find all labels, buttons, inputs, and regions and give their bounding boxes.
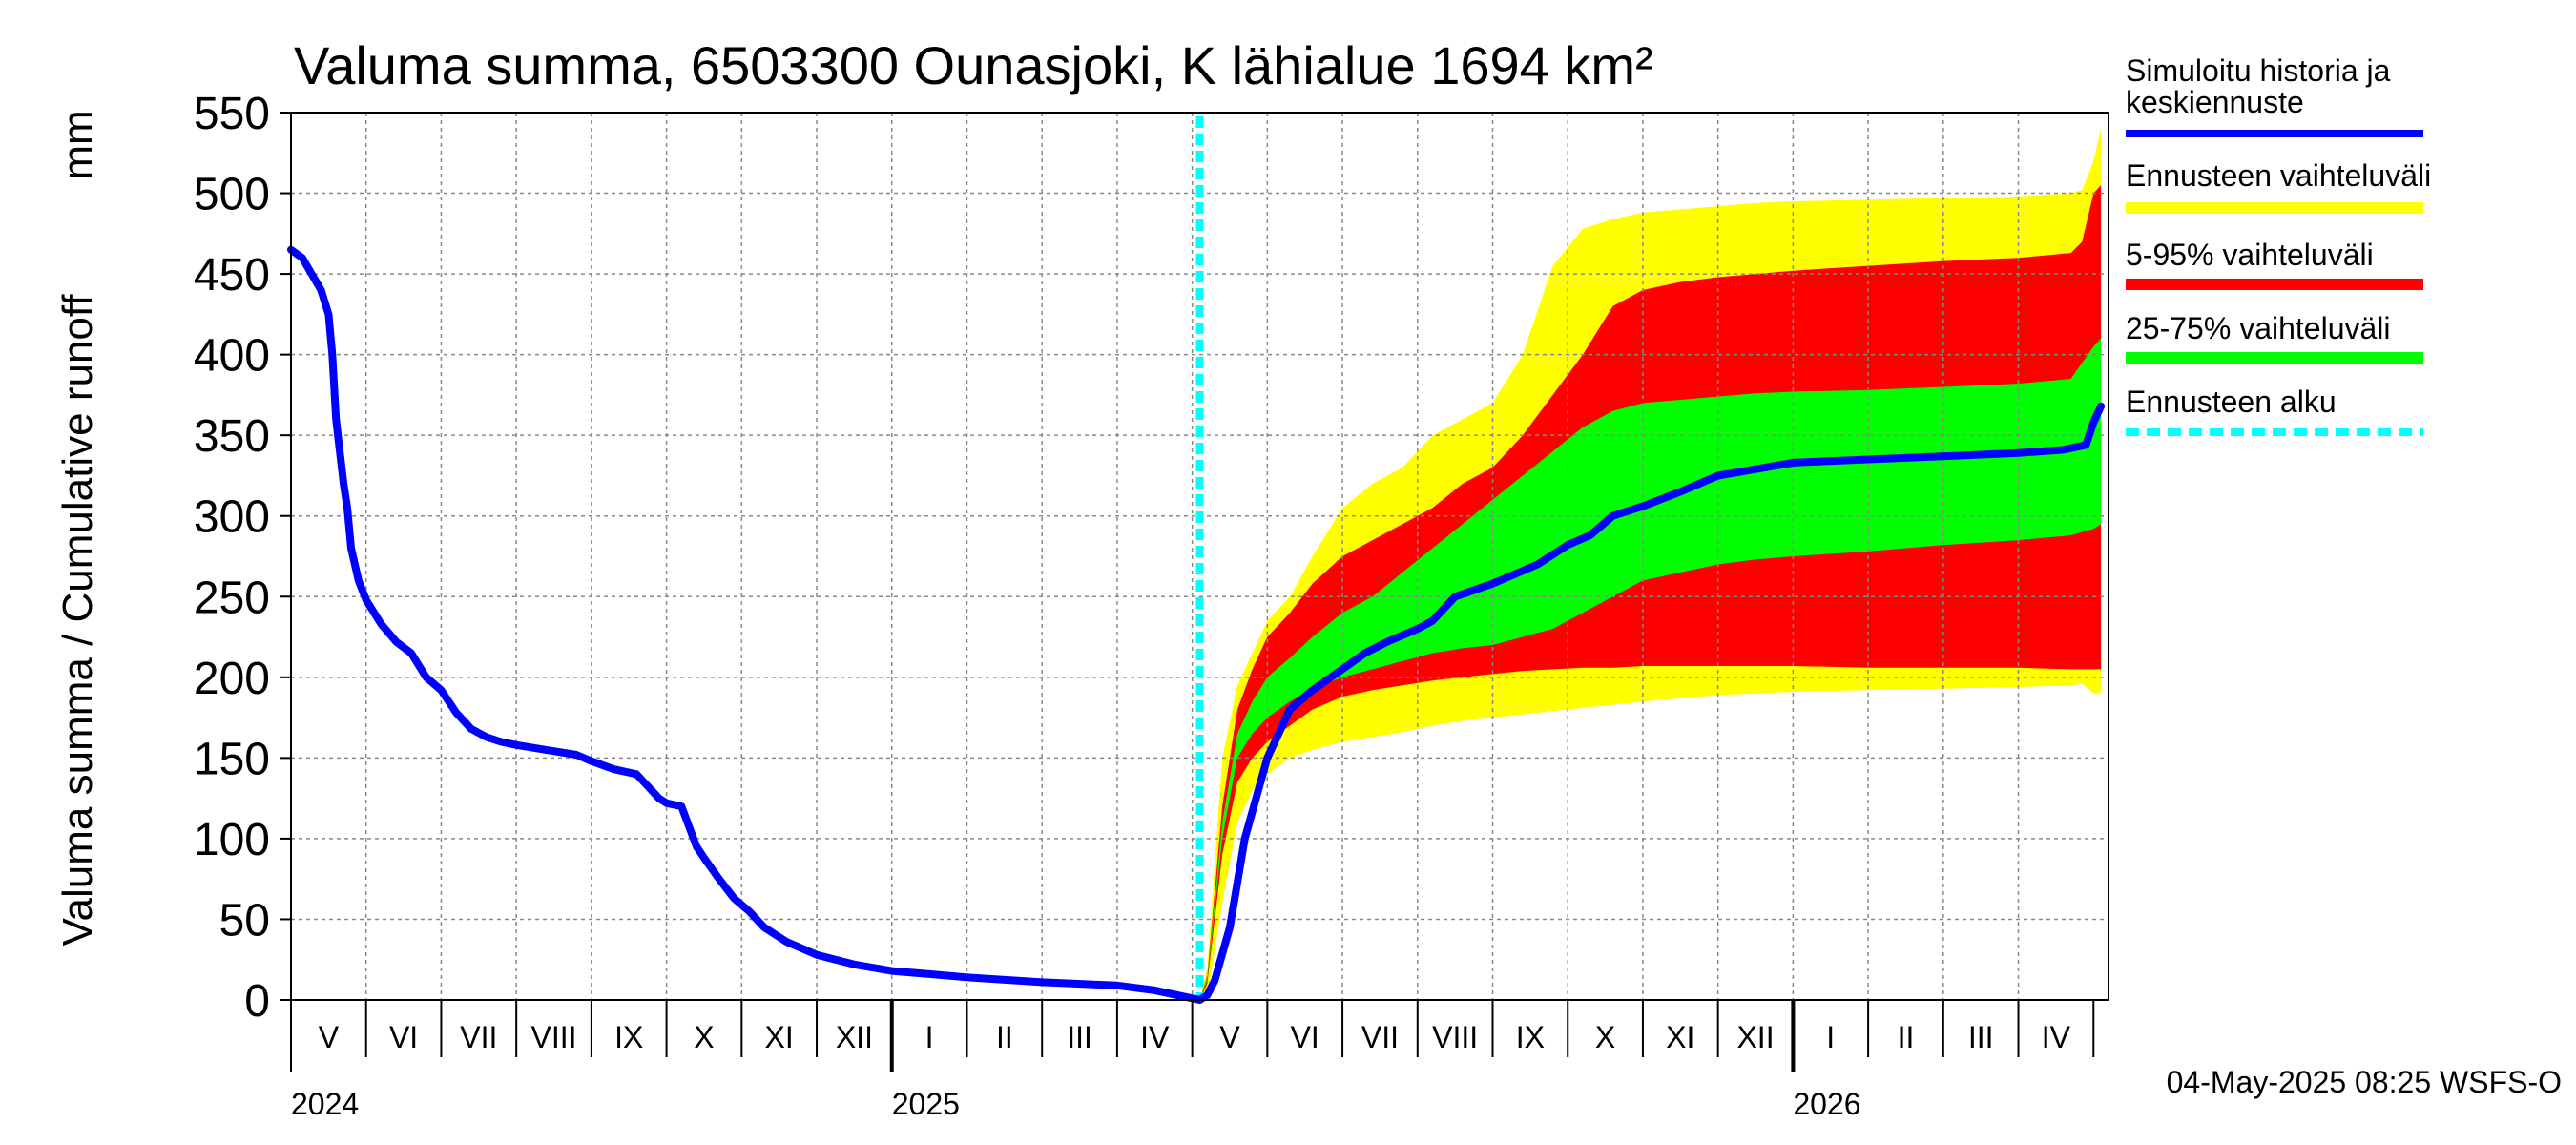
year-label: 2024 — [291, 1087, 359, 1121]
y-tick-label: 0 — [244, 976, 270, 1027]
y-tick-label: 200 — [194, 654, 270, 704]
month-label: XI — [765, 1020, 794, 1054]
legend-label: 25-75% vaihteluväli — [2126, 311, 2391, 345]
y-axis-unit: mm — [54, 110, 101, 179]
y-tick-label: 250 — [194, 572, 270, 623]
year-label: 2026 — [1793, 1087, 1860, 1121]
month-label: IX — [614, 1020, 643, 1054]
month-label: X — [1595, 1020, 1615, 1054]
y-tick-label: 550 — [194, 89, 270, 139]
month-label: I — [925, 1020, 934, 1054]
month-label: XI — [1666, 1020, 1694, 1054]
history-series — [287, 245, 2106, 1004]
y-axis-label: Valuma summa / Cumulative runoff — [54, 294, 101, 947]
band-25-75 — [1199, 338, 2102, 1000]
month-label: II — [1898, 1020, 1915, 1054]
month-label: II — [996, 1020, 1013, 1054]
month-label: III — [1067, 1020, 1092, 1054]
month-label: IV — [2042, 1020, 2071, 1054]
month-label: XII — [836, 1020, 873, 1054]
y-tick-label: 50 — [219, 895, 270, 946]
y-tick-label: 350 — [194, 411, 270, 462]
month-label: V — [1219, 1020, 1240, 1054]
year-label: 2025 — [892, 1087, 960, 1121]
forecast-bands — [1199, 128, 2102, 1001]
y-tick-label: 150 — [194, 734, 270, 784]
plot-frame — [290, 112, 2109, 1001]
legend-label: Ennusteen vaihteluväli — [2126, 158, 2431, 193]
history-line — [287, 245, 2106, 1004]
month-label: VIII — [531, 1020, 577, 1054]
month-label: VI — [1291, 1020, 1319, 1054]
band-5-95 — [1199, 185, 2102, 1001]
legend-label: Ennusteen alku — [2126, 385, 2337, 419]
month-label: III — [1968, 1020, 1994, 1054]
legend-label: Simuloitu historia ja — [2126, 53, 2391, 88]
month-label: X — [694, 1020, 714, 1054]
timestamp-footer: 04-May-2025 08:25 WSFS-O — [2167, 1065, 2562, 1099]
month-label: VI — [389, 1020, 418, 1054]
y-tick-label: 300 — [194, 492, 270, 543]
legend-label: 5-95% vaihteluväli — [2126, 238, 2374, 272]
month-label: VIII — [1432, 1020, 1478, 1054]
month-label: VII — [460, 1020, 497, 1054]
month-label: IX — [1516, 1020, 1545, 1054]
legend-label: keskiennuste — [2126, 85, 2304, 119]
chart-title: Valuma summa, 6503300 Ounasjoki, K lähia… — [294, 35, 1653, 95]
y-tick-label: 400 — [194, 331, 270, 382]
x-axis: V VI VII VIII IX X XI XII I II III IV V VI VII VIII IX X X… — [290, 1000, 2095, 1121]
plot-area — [287, 112, 2109, 1004]
y-axis: 0 50 100 150 200 250 300 350 400 450 500 550 — [194, 89, 291, 1027]
month-label: I — [1826, 1020, 1835, 1054]
month-label: XII — [1736, 1020, 1774, 1054]
y-tick-label: 500 — [194, 170, 270, 220]
y-tick-label: 100 — [194, 815, 270, 865]
month-label: IV — [1140, 1020, 1170, 1054]
y-tick-label: 450 — [194, 250, 270, 301]
month-label: VII — [1361, 1020, 1399, 1054]
month-label: V — [319, 1020, 340, 1054]
